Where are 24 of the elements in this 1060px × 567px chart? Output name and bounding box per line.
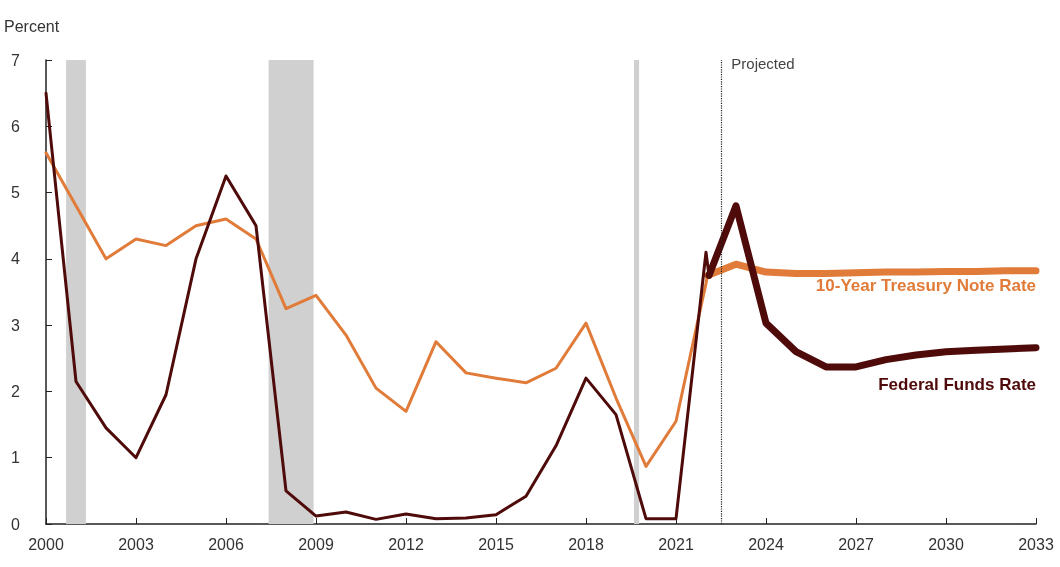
x-tick-label: 2027 <box>838 535 874 553</box>
y-tick-label: 5 <box>11 184 21 202</box>
y-axis-title: Percent <box>4 17 60 35</box>
y-tick-label: 7 <box>11 51 21 69</box>
ref-line-label: Projected <box>731 55 795 72</box>
y-tick-label: 3 <box>11 316 21 334</box>
y-tick-label: 1 <box>11 449 21 467</box>
x-tick-label: 2009 <box>298 535 334 553</box>
y-tick-label: 6 <box>11 117 21 135</box>
x-tick-label: 2000 <box>28 535 64 553</box>
x-tick-label: 2033 <box>1018 535 1054 553</box>
x-tick-label: 2006 <box>208 535 244 553</box>
y-tick-label: 0 <box>11 515 21 533</box>
y-tick-label: 4 <box>11 250 21 268</box>
series-label: 10-Year Treasury Note Rate <box>815 275 1036 295</box>
x-tick-label: 2030 <box>928 535 964 553</box>
series-label: Federal Funds Rate <box>878 374 1036 394</box>
x-tick-label: 2003 <box>118 535 154 553</box>
x-tick-label: 2021 <box>658 535 694 553</box>
x-tick-label: 2012 <box>388 535 424 553</box>
x-tick-label: 2015 <box>478 535 514 553</box>
x-tick-label: 2024 <box>748 535 784 553</box>
x-tick-label: 2018 <box>568 535 604 553</box>
y-tick-label: 2 <box>11 382 21 400</box>
